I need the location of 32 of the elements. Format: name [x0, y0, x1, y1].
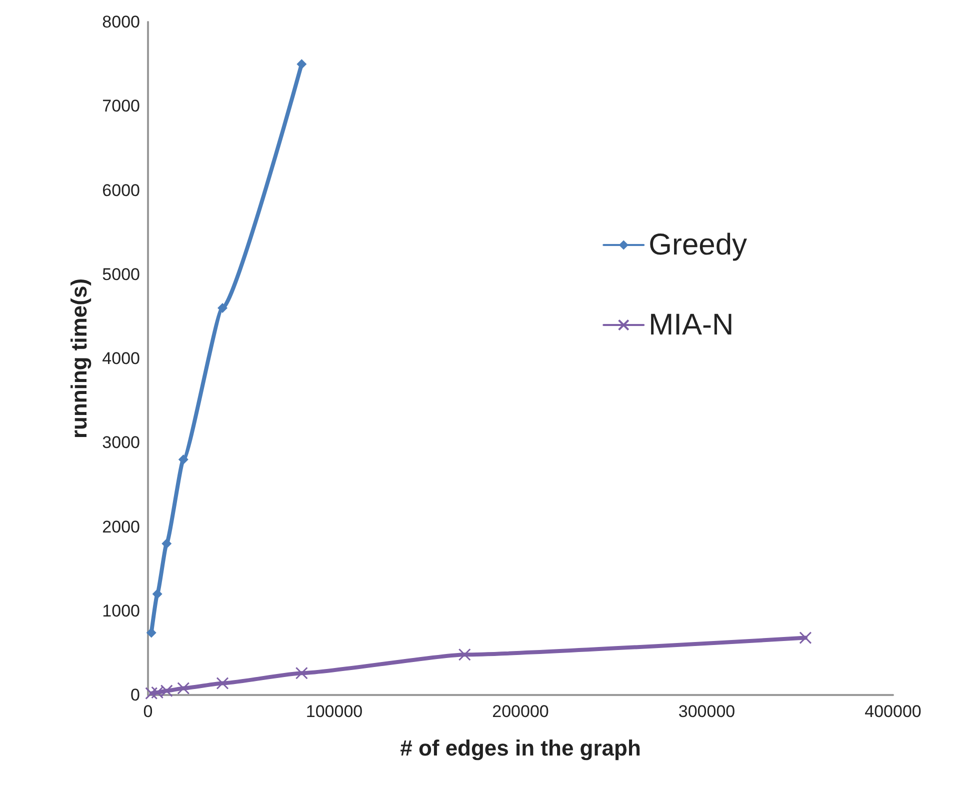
- y-tick-label: 4000: [102, 349, 140, 368]
- y-tick-label: 0: [130, 686, 140, 704]
- point: [799, 632, 812, 644]
- x-tick-label: 0: [143, 702, 153, 721]
- x-tick-label: 300000: [678, 702, 736, 721]
- legend-label: MIA-N: [648, 308, 734, 342]
- point: [296, 59, 307, 70]
- y-tick-label: 3000: [102, 433, 140, 452]
- point: [162, 538, 172, 549]
- point: [160, 684, 173, 698]
- x-axis-title: # of edges in the graph: [400, 736, 641, 760]
- y-tick-label: 2000: [102, 517, 140, 536]
- point: [216, 676, 229, 690]
- y-tick-label: 8000: [102, 12, 140, 32]
- y-tick-label: 5000: [102, 264, 140, 284]
- point: [178, 454, 188, 464]
- point: [152, 589, 162, 600]
- point: [218, 303, 228, 314]
- x-tick-label: 400000: [864, 702, 922, 721]
- y-axis-title: running time(s): [66, 278, 92, 439]
- legend-label: Greedy: [648, 228, 748, 262]
- point: [146, 628, 156, 638]
- y-tick-label: 7000: [102, 96, 140, 116]
- point: [458, 648, 471, 661]
- point: [151, 686, 164, 699]
- point: [295, 666, 308, 680]
- x-tick-label: 100000: [306, 702, 363, 721]
- y-tick-label: 1000: [102, 601, 140, 620]
- x-tick-label: 200000: [492, 702, 549, 721]
- point: [177, 682, 190, 695]
- point: [145, 687, 158, 700]
- y-tick-label: 6000: [102, 180, 140, 200]
